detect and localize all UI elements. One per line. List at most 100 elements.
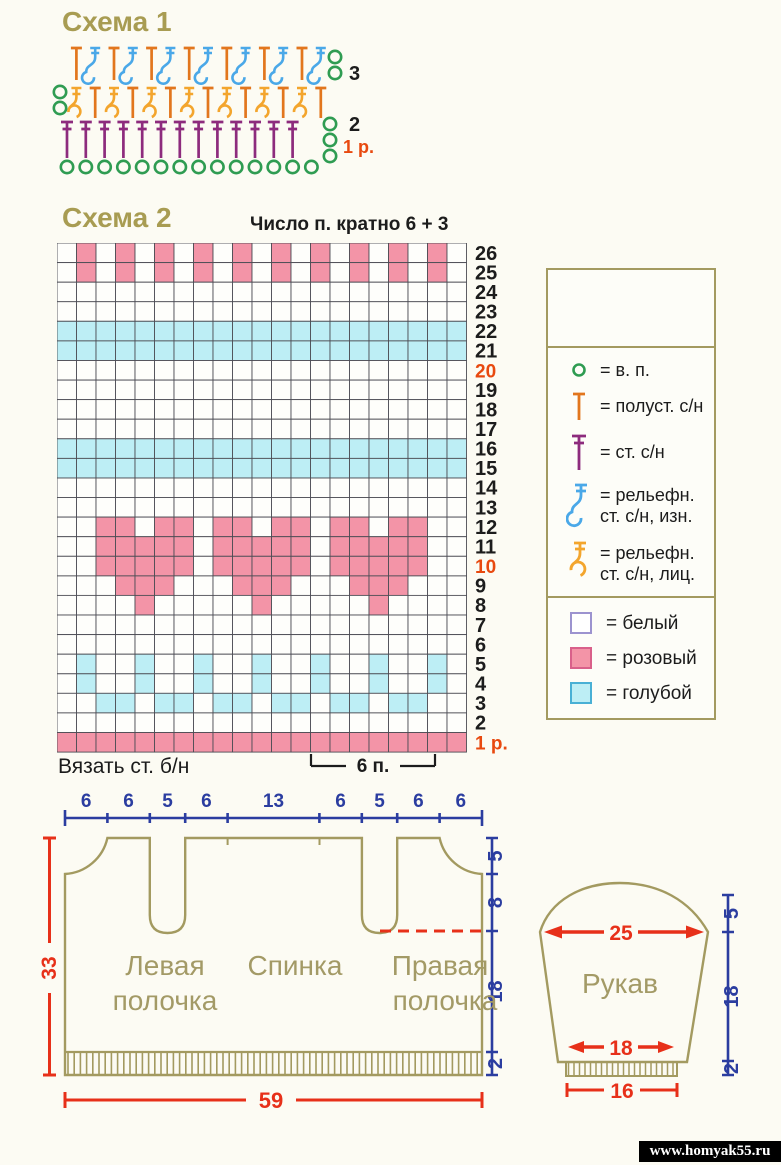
chain-circle-icon (572, 363, 586, 377)
body-schematic: 6 6 5 6 13 6 5 6 6 33 5 8 18 2 59 Левая полочка Спи… (38, 791, 507, 1113)
grid-row-number: 5 (475, 654, 486, 676)
right-front-label-line1: Правая (392, 950, 489, 981)
grid-row-number: 6 (475, 634, 486, 656)
bottom-width-label: 59 (259, 1088, 283, 1113)
half-double-crochet-icon (183, 46, 195, 80)
relief-front-icon (104, 86, 120, 119)
double-crochet-icon (249, 120, 261, 158)
legend-symbol-label: = рельефн. ст. с/н, изн. (600, 485, 695, 526)
right-height-value: 18 (485, 980, 507, 1002)
grid-row-number: 22 (475, 321, 497, 343)
grid-row-number: 3 (475, 693, 486, 715)
legend-symbol-row: = рельефн. ст. с/н, лиц. (566, 538, 714, 590)
grid-row (57, 732, 467, 753)
half-double-crochet-icon (573, 392, 585, 420)
schema1-stitch-chart: 3 21 р. (52, 46, 374, 175)
legend-color-label: = голубой (606, 682, 692, 704)
half-double-crochet-icon (258, 46, 270, 80)
top-width-value: 6 (123, 791, 134, 812)
double-crochet-icon (173, 120, 186, 158)
double-crochet-icon (286, 120, 299, 158)
half-double-crochet-icon (221, 46, 233, 80)
top-width-value: 6 (201, 791, 212, 812)
relief-front-icon (292, 86, 308, 119)
legend-color-label: = розовый (606, 647, 697, 669)
grid-row (57, 634, 467, 655)
relief-front-icon (67, 86, 82, 119)
left-front-label-line2: полочка (113, 985, 218, 1016)
double-crochet-icon (211, 120, 224, 158)
sleeve-lower-width-label: 18 (609, 1037, 633, 1060)
grid-row (57, 399, 467, 420)
grid-row (57, 536, 467, 557)
grid-row (57, 418, 467, 440)
double-crochet-icon (192, 120, 205, 158)
relief-back-icon (231, 46, 251, 86)
repeat-label: 6 п. (357, 756, 390, 777)
grid-row (57, 594, 467, 616)
relief-back-icon (193, 46, 213, 86)
watermark: www.homyak55.ru (639, 1141, 781, 1162)
double-crochet-icon (155, 120, 167, 158)
grid-row (57, 614, 467, 636)
legend-color-section: = белый = розовый = голубой (548, 598, 714, 704)
grid-row-number: 25 (475, 262, 497, 284)
grid-row-number: 20 (475, 361, 496, 382)
sleeve-outline (538, 881, 710, 1064)
chain-stitch-icon (59, 159, 75, 175)
chain-stitch-icon (78, 159, 94, 175)
grid-row (57, 379, 467, 401)
chain-stitch-icon (303, 159, 319, 175)
grid-row-number: 9 (475, 576, 486, 598)
grid-row-number: 4 (475, 674, 487, 696)
body-ribbing (65, 1050, 482, 1074)
grid-row (57, 301, 467, 322)
grid-row-number: 1 р. (475, 733, 508, 754)
top-dimension-line: 6 6 5 6 13 6 5 6 6 (63, 791, 484, 826)
chain-stitch-icon (327, 65, 343, 81)
double-crochet-icon (572, 434, 586, 470)
chain-stitch-icon (322, 148, 338, 164)
sleeve-height-value: 5 (721, 908, 743, 919)
relief-back-icon (80, 46, 101, 86)
half-double-crochet-icon (108, 46, 120, 80)
top-width-value: 6 (81, 791, 92, 812)
half-double-crochet-icon (315, 86, 327, 118)
double-crochet-icon (79, 120, 92, 158)
relief-back-icon (155, 46, 176, 86)
legend-symbol-row: = полуст. с/н (566, 388, 714, 424)
top-width-value: 5 (162, 791, 173, 812)
half-double-crochet-icon (127, 86, 139, 118)
legend-color-row: = розовый (570, 647, 714, 669)
bracket-line (309, 754, 437, 768)
chain-stitch-icon (52, 100, 68, 116)
half-double-crochet-icon (202, 86, 214, 118)
chain-stitch-icon (247, 159, 263, 175)
schema1-row-label: 2 (349, 114, 360, 136)
grid-row-number: 15 (475, 458, 497, 480)
schema1-row-label: 1 р. (343, 137, 374, 157)
relief-back-icon (268, 46, 289, 86)
grid-row (57, 438, 467, 459)
schema2-color-grid: 2625242322212019181716151413121110987654… (57, 243, 508, 754)
grid-row-number: 17 (475, 419, 497, 441)
right-front-label-line2: полочка (393, 985, 498, 1016)
chain-stitch-icon (153, 159, 169, 175)
legend-symbol-row: = ст. с/н (566, 430, 714, 474)
sleeve-schematic: 25 18 16 5 18 2 Рукав (538, 881, 743, 1103)
grid-row (57, 457, 467, 479)
top-width-value: 5 (374, 791, 385, 812)
half-double-crochet-icon (296, 46, 308, 80)
left-height-label: 33 (38, 956, 61, 979)
body-outline (63, 836, 484, 1077)
legend-symbol-row: = рельефн. ст. с/н, изн. (566, 480, 714, 532)
grid-row-number: 21 (475, 341, 497, 363)
grid-row (57, 497, 467, 518)
half-double-crochet-icon (146, 46, 158, 80)
sleeve-cuff (565, 1062, 678, 1077)
sleeve-label: Рукав (582, 968, 658, 999)
sleeve-lower-width-dimension: 18 (568, 1037, 674, 1060)
sleeve-top-width-label: 25 (609, 922, 633, 945)
legend-empty-section (548, 270, 714, 348)
top-width-value: 6 (413, 791, 424, 812)
